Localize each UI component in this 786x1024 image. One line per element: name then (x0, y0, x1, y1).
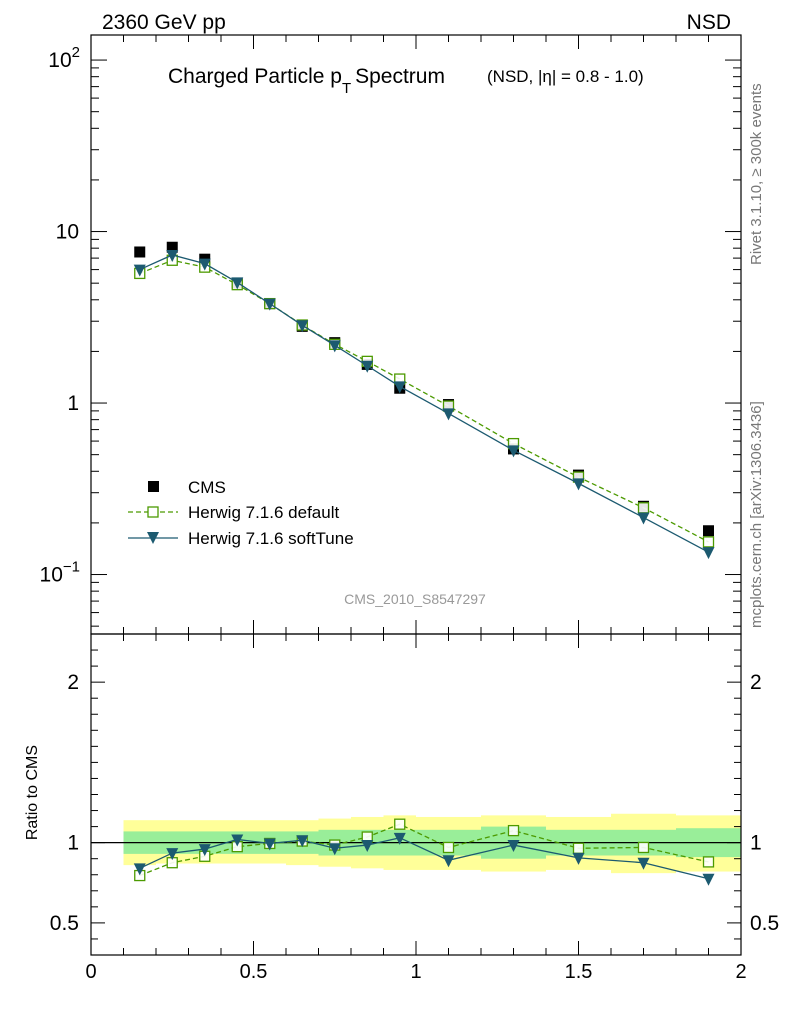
chart-title-rest: Spectrum (355, 65, 445, 88)
legend-marker-cms (148, 481, 159, 492)
herwig-softtune-line (139, 254, 709, 553)
ratio-herwig-softtune-point (572, 852, 585, 865)
ratio-herwig-softtune-point (702, 873, 715, 886)
ratio-axes: 0 0.5 1 1.5 2 0.5 0.5 1 1 2 2 (50, 633, 779, 983)
legend-marker-default (147, 506, 159, 518)
ratio-y-tick-label-right: 1 (750, 832, 762, 855)
y-label-0.1-exponent: −1 (63, 559, 80, 576)
ratio-herwig-default-point (507, 824, 520, 837)
ratio-herwig-softtune-line (139, 837, 709, 880)
analysis-tag: CMS_2010_S8547297 (344, 591, 486, 607)
ratio-y-tick-label-left: 0.5 (50, 912, 79, 935)
cms-data-point (703, 525, 714, 537)
herwig-softtune-point (507, 445, 520, 458)
legend-marker-softtune (147, 532, 159, 544)
header-right-label: NSD (687, 11, 731, 34)
ratio-y-tick-label-left: 1 (67, 832, 79, 855)
ratio-herwig-softtune-point (507, 840, 520, 853)
herwig-softtune-point (442, 408, 455, 421)
chart-title-subscript: T (342, 80, 351, 97)
y-label-1: 1 (67, 392, 79, 415)
ratio-series-layer (133, 818, 715, 886)
herwig-softtune-point (328, 340, 341, 353)
y-label-0.1: 10−1 (40, 559, 80, 587)
y-label-100-base: 10 (48, 49, 71, 72)
ratio-herwig-default-point (394, 818, 406, 830)
herwig-softtune-point (393, 381, 406, 394)
ratio-herwig-softtune-point (166, 848, 179, 861)
chart-title-main: Charged Particle p (168, 65, 342, 88)
herwig-default-point (637, 502, 650, 514)
herwig-default-point (702, 536, 715, 548)
legend-label-cms: CMS (188, 478, 226, 497)
x-tick-label: 2 (735, 961, 746, 983)
header-left-label: 2360 GeV pp (102, 11, 226, 34)
cms-data-point (166, 241, 178, 253)
herwig-default-line (139, 259, 709, 543)
ratio-herwig-softtune-point (361, 840, 374, 853)
ratio-herwig-softtune-point (231, 834, 244, 847)
legend-label-softtune: Herwig 7.1.6 softTune (188, 529, 354, 548)
herwig-softtune-point (198, 258, 211, 271)
ratio-y-tick-label-right: 0.5 (750, 912, 779, 935)
herwig-softtune-point (361, 360, 374, 373)
ratio-herwig-softtune-point (263, 838, 276, 851)
ratio-herwig-default-point (637, 841, 650, 854)
chart-title-extra: (NSD, |η| = 0.8 - 1.0) (487, 67, 644, 86)
y-label-10: 10 (56, 221, 79, 244)
herwig-softtune-point (637, 512, 650, 525)
ratio-herwig-softtune-point (393, 832, 406, 845)
x-tick-label: 0 (85, 961, 96, 983)
herwig-softtune-point (572, 478, 585, 491)
ratio-frame (90, 633, 742, 956)
ratio-herwig-default-point (572, 842, 585, 854)
herwig-softtune-point (296, 320, 309, 333)
y-label-100-exponent: 2 (72, 44, 80, 61)
legend: CMS Herwig 7.1.6 default Herwig 7.1.6 so… (128, 478, 354, 548)
x-tick-label: 0.5 (240, 961, 268, 983)
herwig-softtune-point (263, 298, 276, 311)
ratio-herwig-default-point (442, 841, 455, 854)
rivet-version-label: Rivet 3.1.10, ≥ 300k events (748, 83, 765, 265)
ratio-herwig-default-point (702, 856, 715, 868)
ratio-herwig-softtune-point (328, 843, 341, 856)
y-label-0.1-base: 10 (40, 564, 63, 587)
ratio-herwig-softtune-point (442, 855, 455, 868)
ratio-herwig-softtune-point (296, 835, 309, 848)
ratio-herwig-softtune-point (198, 844, 211, 857)
mcplots-label: mcplots.cern.ch [arXiv:1306.3436] (748, 401, 765, 628)
ratio-y-tick-label-right: 2 (750, 671, 762, 694)
ratio-ylabel: Ratio to CMS (24, 745, 41, 840)
cms-data-point (134, 246, 146, 258)
herwig-softtune-point (231, 277, 244, 290)
herwig-softtune-point (133, 264, 146, 277)
herwig-softtune-point (166, 249, 179, 262)
x-tick-label: 1.5 (565, 961, 593, 983)
ratio-y-tick-label-left: 2 (67, 671, 79, 694)
ratio-herwig-softtune-point (133, 863, 146, 876)
ratio-herwig-softtune-point (637, 857, 650, 870)
chart-title: Charged Particle pTSpectrum (168, 65, 445, 97)
legend-label-default: Herwig 7.1.6 default (188, 503, 339, 522)
main-series-layer (133, 241, 715, 560)
herwig-softtune-point (702, 547, 715, 560)
y-label-100: 102 (48, 44, 80, 72)
x-tick-label: 1 (410, 961, 421, 983)
